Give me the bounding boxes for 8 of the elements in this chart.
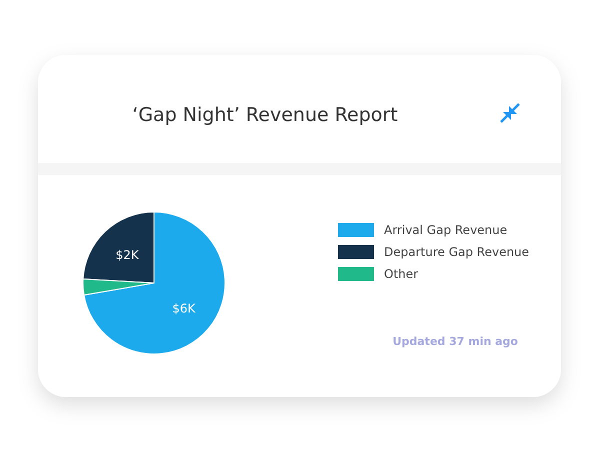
chart-title: ‘Gap Night’ Revenue Report bbox=[132, 104, 398, 126]
data-label: $2K bbox=[116, 248, 140, 262]
data-label: $6K bbox=[172, 301, 197, 316]
pie-slice bbox=[84, 212, 226, 354]
text: Updated 37 min ago bbox=[392, 335, 518, 348]
legend-label: Departure Gap Revenue bbox=[384, 245, 530, 260]
legend-label: Other bbox=[384, 267, 418, 282]
legend-label: Arrival Gap Revenue bbox=[384, 223, 508, 238]
